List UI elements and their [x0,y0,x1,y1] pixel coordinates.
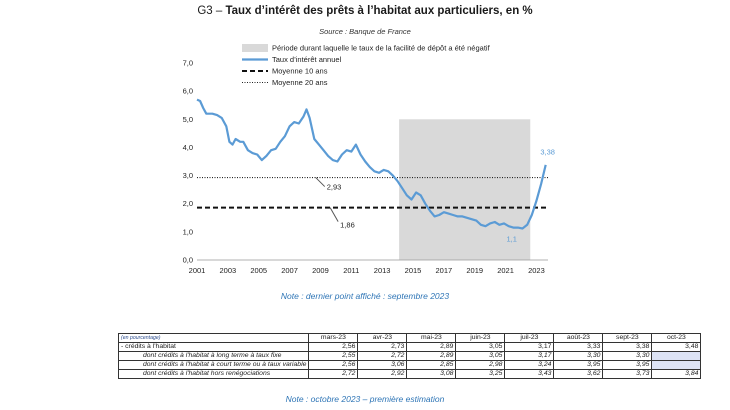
table-row-label: dont crédits à l'habitat à court terme o… [117,360,310,370]
x-tick-label: 2003 [220,266,237,275]
table-header-row: (en pourcentage) mars-23 avr-23 mai-23 j… [117,333,702,343]
table-cell: 3,62 [553,369,604,379]
table-row-label: dont crédits à l'habitat à long terme à … [117,351,310,361]
x-tick-label: 2005 [250,266,267,275]
table-col-header: mai-23 [406,333,457,343]
table-row: dont crédits à l'habitat à court terme o… [117,360,702,370]
table-cell: 3,08 [406,369,457,379]
table-col-header: mars-23 [308,333,359,343]
x-tick-label: 2007 [281,266,298,275]
y-tick-label: 3,0 [183,171,193,180]
table-cell: 3,17 [504,342,555,352]
legend-label: Moyenne 20 ans [272,78,328,87]
last-value-label: 3,38 [540,147,555,156]
table-col-header: juin-23 [455,333,506,343]
table-cell: 3,73 [602,369,653,379]
legend-label: Moyenne 10 ans [272,67,328,76]
table-row: - crédits à l'habitat 2,56 2,73 2,89 3,05 3,1… [117,342,702,352]
table-cell: 2,89 [406,351,457,361]
moyenne-20-ans-value: 2,93 [327,183,342,192]
table-cell: 2,56 [308,360,359,370]
table-cell: 3,06 [357,360,408,370]
x-tick-label: 2017 [436,266,453,275]
table-cell: 2,72 [357,351,408,361]
table-cell: 2,89 [406,342,457,352]
table-cell: 2,55 [308,351,359,361]
table-cell: 3,25 [455,369,506,379]
leader-10 [329,207,339,222]
table-cell: 2,72 [308,369,359,379]
taux-interet-line [196,98,547,230]
table-col-header: juil-23 [504,333,555,343]
table-cell: 3,30 [602,351,653,361]
chart-main-title: Taux d’intérêt des prêts à l’habitat aux… [225,5,533,17]
table-cell: 3,43 [504,369,555,379]
table-cell: 3,17 [504,351,555,361]
table-cell [651,351,702,361]
table-col-header: sept-23 [602,333,653,343]
y-tick-label: 0,0 [183,256,193,265]
table-cell: 3,38 [602,342,653,352]
x-tick-label: 2015 [405,266,422,275]
y-tick-label: 2,0 [183,199,193,208]
x-tick-label: 2021 [497,266,514,275]
table-cell: 2,73 [357,342,408,352]
chart-title: G3 – Taux d’intérêt des prêts à l’habita… [0,5,730,17]
chart-source: Source : Banque de France [319,27,411,36]
legend-swatch-area [242,44,268,52]
table-cell: 3,05 [455,351,506,361]
table-cell: 3,48 [651,342,702,352]
y-tick-label: 1,0 [183,227,193,236]
table-cell: 3,84 [651,369,702,379]
table-cell: 3,95 [553,360,604,370]
table-unit-label: (en pourcentage) [117,333,310,343]
y-tick-label: 5,0 [183,115,193,124]
table-row: dont crédits à l'habitat hors renégociat… [117,369,702,379]
leader-20 [315,177,326,187]
moyenne-10-ans-value: 1,86 [340,221,355,230]
table-cell: 3,24 [504,360,555,370]
note-estimate: Note : octobre 2023 – première estimatio… [285,394,445,404]
chart-code: G3 – [197,5,226,17]
table-col-header: oct-23 [651,333,702,343]
x-tick-label: 2023 [528,266,545,275]
y-tick-label: 6,0 [183,87,193,96]
negative-rate-area [399,119,531,261]
table-col-header: avr-23 [357,333,408,343]
table-cell: 2,85 [406,360,457,370]
x-tick-label: 2013 [374,266,391,275]
y-tick-label: 4,0 [183,143,193,152]
table-row-label: dont crédits à l'habitat hors renégociat… [117,369,310,379]
legend-label: Taux d’intérêt annuel [272,55,342,64]
x-tick-label: 2009 [312,266,329,275]
x-tick-label: 2019 [466,266,483,275]
rates-table: (en pourcentage) mars-23 avr-23 mai-23 j… [117,333,702,379]
table-cell: 2,98 [455,360,506,370]
table-cell: 3,33 [553,342,604,352]
table-cell: 3,05 [455,342,506,352]
table-col-header: août-23 [553,333,604,343]
rate-chart: 0,0 1,0 2,0 3,0 4,0 5,0 6,0 7,0 2001 2003 2005 2007… [183,44,555,276]
x-tick-label: 2001 [189,266,206,275]
min-value-label: 1,1 [507,235,517,244]
table-cell [651,360,702,370]
table-cell: 2,56 [308,342,359,352]
table-cell: 2,92 [357,369,408,379]
table-cell: 3,30 [553,351,604,361]
y-tick-label: 7,0 [183,59,193,68]
table-cell: 3,95 [602,360,653,370]
table-row: dont crédits à l'habitat à long terme à … [117,351,702,361]
legend-label: Période durant laquelle le taux de la fa… [272,44,491,53]
table-row-label: - crédits à l'habitat [117,342,310,352]
x-tick-label: 2011 [343,266,359,275]
note-last-point: Note : dernier point affiché : septembre… [280,291,450,301]
